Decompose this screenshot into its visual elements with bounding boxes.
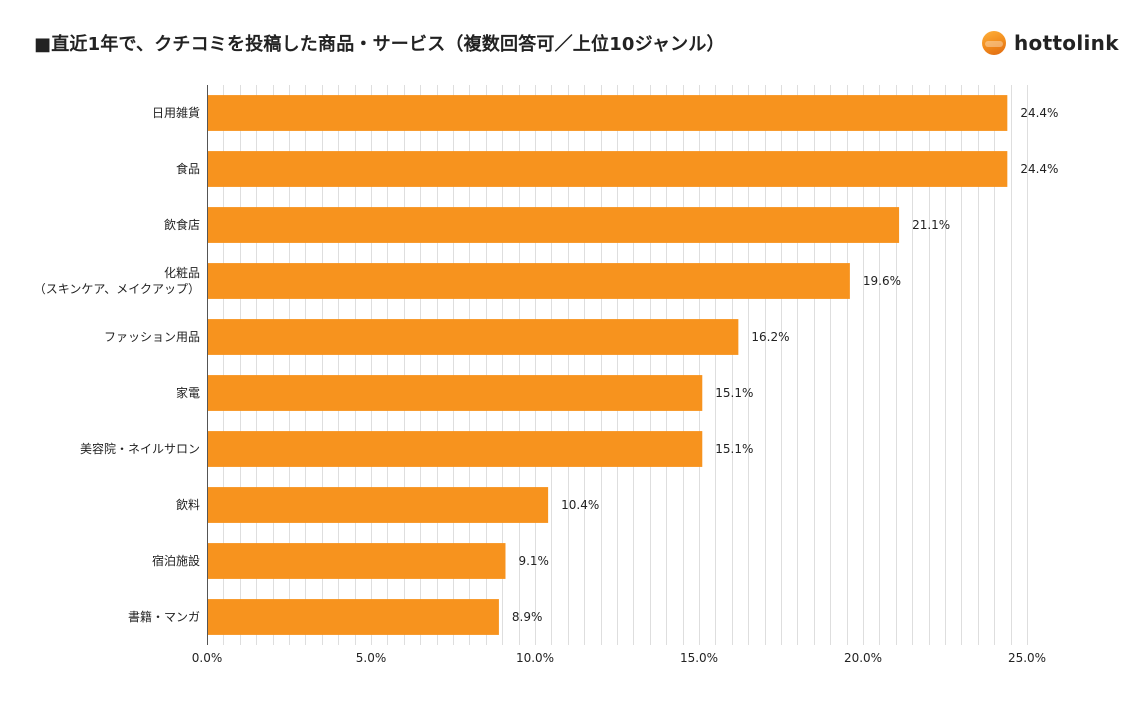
category-label: 日用雑貨	[152, 105, 200, 120]
category-label: 化粧品	[164, 266, 200, 280]
bar	[207, 95, 1008, 131]
category-label: 飲食店	[164, 217, 200, 232]
bar	[207, 207, 900, 243]
data-label: 15.1%	[715, 386, 753, 400]
x-tick-label: 15.0%	[680, 651, 718, 665]
bar	[207, 151, 1008, 187]
bar	[207, 319, 739, 355]
category-label: 家電	[176, 385, 200, 400]
category-label: 飲料	[176, 497, 200, 512]
data-label: 24.4%	[1020, 106, 1058, 120]
data-label: 9.1%	[518, 554, 549, 568]
bar	[207, 375, 703, 411]
category-label: 食品	[176, 161, 200, 176]
data-label: 10.4%	[561, 498, 599, 512]
hottolink-logo-icon	[982, 31, 1006, 55]
category-label: ファッション用品	[104, 330, 200, 344]
category-label: 書籍・マンガ	[128, 609, 200, 624]
data-label: 16.2%	[751, 330, 789, 344]
category-label: 美容院・ネイルサロン	[80, 441, 200, 456]
brand-name: hottolink	[1014, 31, 1119, 55]
bar	[207, 431, 703, 467]
x-tick-label: 5.0%	[356, 651, 387, 665]
category-label: （スキンケア、メイクアップ）	[34, 282, 200, 296]
bar	[207, 487, 549, 523]
chart-title: ■直近1年で、クチコミを投稿した商品・サービス（複数回答可／上位10ジャンル）	[34, 34, 725, 55]
data-label: 15.1%	[715, 442, 753, 456]
x-tick-label: 25.0%	[1008, 651, 1046, 665]
data-label: 24.4%	[1020, 162, 1058, 176]
data-label: 8.9%	[512, 610, 543, 624]
data-label: 19.6%	[863, 274, 901, 288]
brand-logo: hottolink	[982, 30, 1119, 56]
x-tick-label: 0.0%	[192, 651, 223, 665]
x-tick-label: 10.0%	[516, 651, 554, 665]
category-label: 宿泊施設	[152, 553, 200, 568]
data-label: 21.1%	[912, 218, 950, 232]
x-tick-label: 20.0%	[844, 651, 882, 665]
bar	[207, 543, 506, 579]
bar	[207, 263, 850, 299]
bar	[207, 599, 499, 635]
